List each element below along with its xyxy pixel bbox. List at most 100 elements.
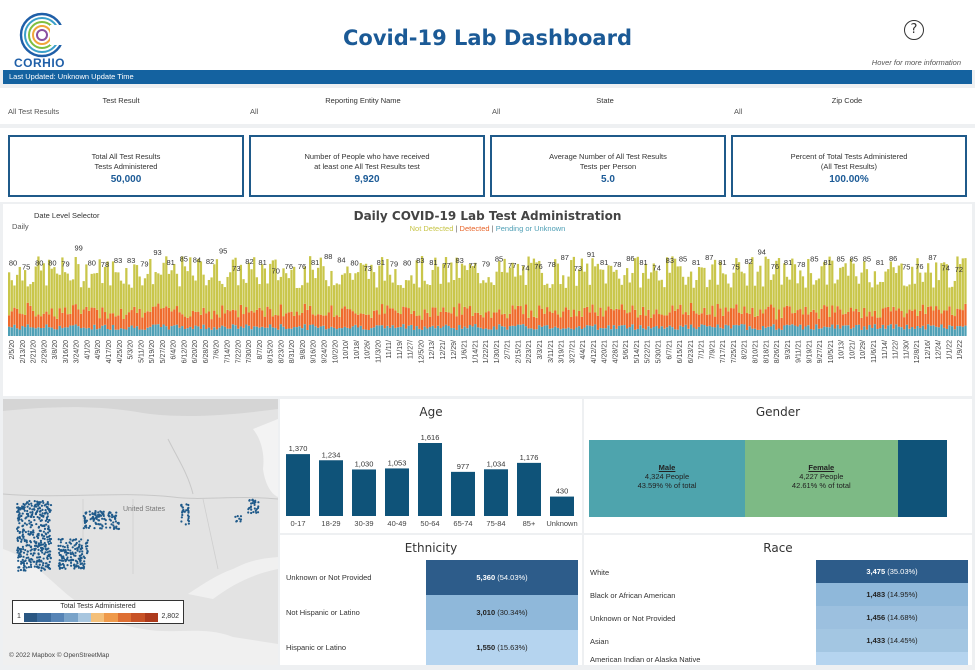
map-dot[interactable] [20,515,22,517]
map-dot[interactable] [22,512,24,514]
daily-bar[interactable] [450,262,452,336]
map-dot[interactable] [22,533,24,535]
filter-state[interactable]: State All [484,88,726,124]
map-dot[interactable] [46,551,48,553]
daily-bar[interactable] [871,287,873,336]
map-dot[interactable] [17,539,19,541]
map-dot[interactable] [93,527,95,529]
daily-bar[interactable] [290,270,292,336]
daily-bar[interactable] [954,281,956,336]
map-dot[interactable] [29,511,31,513]
daily-bar[interactable] [258,284,260,336]
daily-bar[interactable] [296,288,298,336]
map-dot[interactable] [86,548,88,550]
daily-bar[interactable] [85,264,87,336]
daily-bar[interactable] [717,285,719,336]
daily-bar[interactable] [719,262,721,336]
daily-bar[interactable] [424,281,426,336]
daily-bar[interactable] [330,271,332,336]
daily-bar[interactable] [844,263,846,336]
map-dot[interactable] [38,556,40,558]
daily-bar[interactable] [946,264,948,336]
map-dot[interactable] [61,550,63,552]
daily-bar[interactable] [346,266,348,336]
daily-bar[interactable] [168,274,170,336]
daily-bar[interactable] [733,273,735,336]
daily-bar[interactable] [378,266,380,336]
daily-bar[interactable] [131,288,133,336]
map-dot[interactable] [79,555,81,557]
daily-bar[interactable] [935,262,937,336]
daily-bar[interactable] [693,288,695,336]
map-dot[interactable] [85,545,87,547]
daily-bar[interactable] [32,282,34,336]
map-dot[interactable] [105,519,107,521]
daily-bar[interactable] [623,275,625,336]
map-dot[interactable] [34,565,36,567]
daily-bar[interactable] [879,282,881,336]
map-dot[interactable] [180,520,182,522]
daily-bar[interactable] [703,268,705,336]
daily-bar[interactable] [117,272,119,336]
map-dot[interactable] [43,525,45,527]
map-dot[interactable] [26,553,28,555]
ethnicity-row[interactable]: Not Hispanic or Latino 3,010 (30.34%) [280,595,582,630]
age-bar[interactable] [319,460,343,516]
filter-value[interactable]: All Test Results [8,107,59,116]
map-dot[interactable] [23,562,25,564]
daily-bar[interactable] [858,284,860,336]
daily-bar[interactable] [64,272,66,336]
daily-bar[interactable] [783,263,785,336]
daily-bar[interactable] [376,287,378,336]
map-dot[interactable] [187,510,189,512]
daily-bar[interactable] [794,264,796,336]
daily-bar[interactable] [765,257,767,336]
daily-bar[interactable] [749,263,751,336]
daily-bar[interactable] [554,259,556,336]
map-dot[interactable] [36,561,38,563]
daily-bar[interactable] [615,270,617,336]
daily-bar[interactable] [754,286,756,336]
daily-bar[interactable] [959,264,961,336]
daily-bar[interactable] [815,280,817,336]
daily-bar[interactable] [392,283,394,336]
map-dot[interactable] [75,566,77,568]
map-dot[interactable] [37,549,39,551]
map-dot[interactable] [72,559,74,561]
daily-bar[interactable] [104,267,106,336]
map-dot[interactable] [25,567,27,569]
map-dot[interactable] [84,557,86,559]
map-dot[interactable] [17,570,19,572]
daily-bar[interactable] [621,285,623,336]
map-dot[interactable] [255,510,257,512]
map-dot[interactable] [45,544,47,546]
daily-bar[interactable] [477,273,479,336]
map-dot[interactable] [30,503,32,505]
daily-bar[interactable] [818,279,820,336]
daily-bar[interactable] [43,263,45,336]
map-dot[interactable] [252,511,254,513]
map-dot[interactable] [26,540,28,542]
map-dot[interactable] [187,504,189,506]
map-dot[interactable] [17,530,19,532]
daily-bar[interactable] [831,261,833,336]
daily-bar[interactable] [397,285,399,336]
daily-bar[interactable] [773,274,775,336]
map-dot[interactable] [253,504,255,506]
daily-bar[interactable] [530,263,532,336]
daily-bar[interactable] [706,287,708,336]
daily-bar[interactable] [181,256,183,336]
daily-bar[interactable] [663,287,665,336]
daily-bar[interactable] [373,272,375,336]
map-dot[interactable] [21,531,23,533]
daily-bar[interactable] [429,285,431,336]
map-dot[interactable] [38,560,40,562]
daily-bar[interactable] [357,272,359,336]
daily-bar[interactable] [506,273,508,336]
map-dot[interactable] [247,508,249,510]
map-dot[interactable] [47,525,49,527]
daily-bar[interactable] [418,287,420,336]
daily-bar[interactable] [197,259,199,336]
daily-bar[interactable] [938,280,940,336]
map-dot[interactable] [91,513,93,515]
